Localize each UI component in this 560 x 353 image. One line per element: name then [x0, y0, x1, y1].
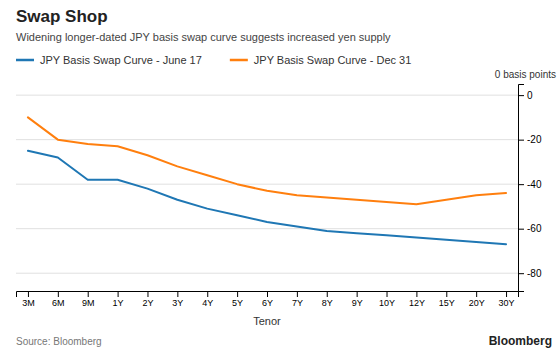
- x-tick-label: 12Y: [409, 298, 425, 308]
- grid-line: [16, 95, 518, 96]
- x-tick: 4Y: [202, 291, 213, 308]
- x-tick-label: 10Y: [379, 298, 395, 308]
- x-axis-label: Tenor: [253, 315, 281, 327]
- y-axis-label: 0 basis points: [495, 69, 556, 80]
- x-tick-label: 3M: [22, 298, 35, 308]
- source: Source: Bloomberg: [16, 336, 102, 347]
- x-tick-mark: [327, 291, 328, 297]
- x-tick-label: 6Y: [262, 298, 273, 308]
- x-tick-label: 1Y: [113, 298, 124, 308]
- x-tick: 1Y: [113, 291, 124, 308]
- y-tick-mark: [518, 184, 524, 185]
- y-tick: -60: [518, 223, 542, 234]
- x-tick-label: 20Y: [469, 298, 485, 308]
- x-tick: 7Y: [292, 291, 303, 308]
- x-tick-mark: [207, 291, 208, 297]
- grid-line: [16, 184, 518, 185]
- x-tick-mark: [476, 291, 477, 297]
- x-tick: 10Y: [379, 291, 395, 308]
- legend-swatch: [16, 59, 34, 62]
- x-tick: 6M: [52, 291, 65, 308]
- x-tick-mark: [357, 291, 358, 297]
- x-tick-mark: [58, 291, 59, 297]
- x-tick-mark: [297, 291, 298, 297]
- y-axis: 0 -20 -40 -60 -80: [518, 85, 542, 292]
- x-tick-label: 4Y: [202, 298, 213, 308]
- x-tick-label: 8Y: [322, 298, 333, 308]
- x-tick-mark: [118, 291, 119, 297]
- x-tick-mark: [147, 291, 148, 297]
- x-tick-mark: [506, 291, 507, 297]
- legend-label: JPY Basis Swap Curve - June 17: [40, 54, 202, 66]
- grid-line: [16, 228, 518, 229]
- x-tick-label: 3Y: [172, 298, 183, 308]
- y-tick-label: -80: [527, 268, 542, 279]
- x-tick-label: 7Y: [292, 298, 303, 308]
- y-axis-line: [519, 85, 525, 292]
- grid-line: [16, 273, 518, 274]
- chart: Swap Shop Widening longer-dated JPY basis…: [0, 0, 560, 353]
- y-tick-mark: [518, 95, 524, 96]
- x-tick-mark: [28, 291, 29, 297]
- x-tick: 9M: [82, 291, 95, 308]
- grid: [16, 95, 518, 273]
- x-tick-label: 9Y: [352, 298, 363, 308]
- branding: Bloomberg: [489, 334, 552, 348]
- x-tick: 12Y: [409, 291, 425, 308]
- subtitle: Widening longer-dated JPY basis swap cur…: [16, 31, 391, 43]
- x-tick: 5Y: [232, 291, 243, 308]
- x-tick-mark: [387, 291, 388, 297]
- y-tick-mark: [518, 229, 524, 230]
- y-tick-label: 0: [527, 90, 533, 101]
- legend: JPY Basis Swap Curve - June 17 JPY Basis …: [16, 54, 411, 66]
- y-tick: -80: [518, 268, 542, 279]
- x-tick: 6Y: [262, 291, 273, 308]
- x-tick: 3Y: [172, 291, 183, 308]
- y-tick: 0: [518, 90, 533, 101]
- legend-label: JPY Basis Swap Curve - Dec 31: [254, 54, 412, 66]
- x-tick-mark: [177, 291, 178, 297]
- y-tick-label: -60: [527, 223, 542, 234]
- x-tick: 3M: [22, 291, 35, 308]
- series-line: [28, 151, 506, 244]
- x-tick-label: 2Y: [142, 298, 153, 308]
- legend-swatch: [230, 59, 248, 62]
- x-tick: 9Y: [352, 291, 363, 308]
- y-tick-label: -40: [527, 179, 542, 190]
- x-tick-label: 15Y: [439, 298, 455, 308]
- plot: 3M6M9M1Y2Y3Y4Y5Y6Y7Y8Y9Y10Y12Y15Y20Y30Y0…: [16, 69, 556, 327]
- series-line: [28, 117, 506, 204]
- y-tick: -40: [518, 179, 542, 190]
- lines: [28, 117, 506, 244]
- legend-item: JPY Basis Swap Curve - June 17: [16, 54, 202, 66]
- y-tick-mark: [518, 140, 524, 141]
- y-tick-label: -20: [527, 134, 542, 145]
- x-axis-line: [17, 292, 519, 298]
- x-tick: 8Y: [322, 291, 333, 308]
- x-tick-mark: [88, 291, 89, 297]
- x-tick-mark: [446, 291, 447, 297]
- x-tick: 30Y: [499, 291, 515, 308]
- x-tick-mark: [267, 291, 268, 297]
- x-tick: 2Y: [142, 291, 153, 308]
- y-tick-mark: [518, 273, 524, 274]
- x-axis: 3M 6M 9M 1Y 2Y 3Y 4Y 5Y 6Y 7Y 8Y 9Y 10Y 12Y 15Y 20Y 30Y: [17, 291, 519, 308]
- grid-line: [16, 139, 518, 140]
- x-tick-mark: [237, 291, 238, 297]
- x-tick-label: 6M: [52, 298, 65, 308]
- x-tick: 20Y: [469, 291, 485, 308]
- x-tick-label: 9M: [82, 298, 95, 308]
- title: Swap Shop: [16, 7, 108, 26]
- y-tick: -20: [518, 134, 542, 145]
- x-tick-mark: [416, 291, 417, 297]
- x-tick-label: 30Y: [499, 298, 515, 308]
- x-tick: 15Y: [439, 291, 455, 308]
- x-tick-label: 5Y: [232, 298, 243, 308]
- legend-item: JPY Basis Swap Curve - Dec 31: [230, 54, 412, 66]
